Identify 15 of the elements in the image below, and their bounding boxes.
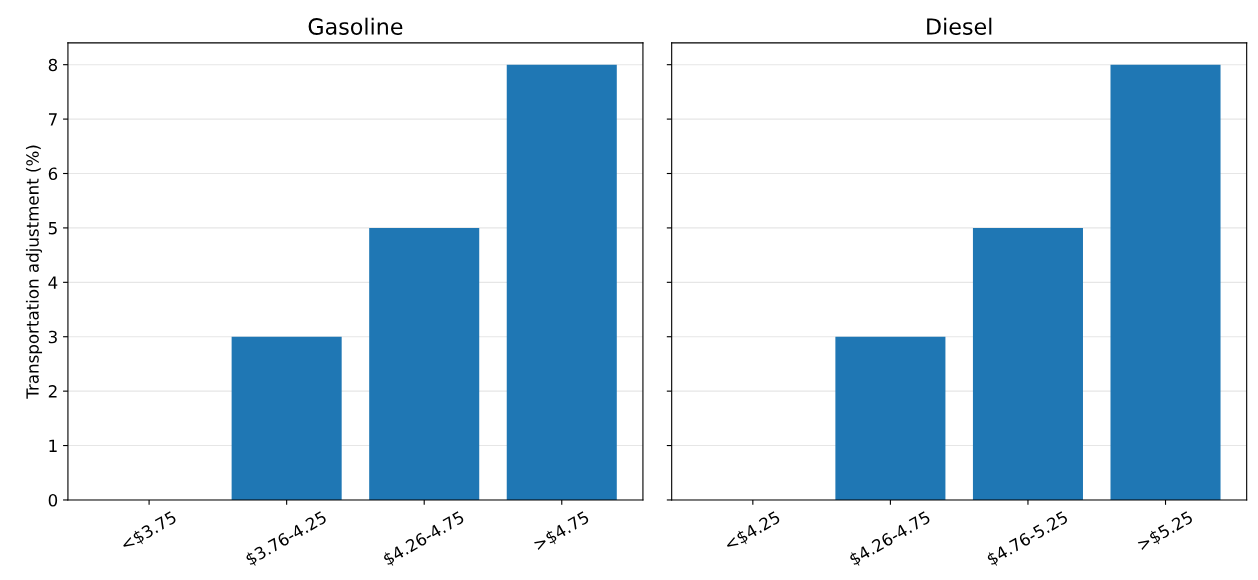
y-tick-label: 5 xyxy=(48,222,57,235)
bar xyxy=(369,227,480,500)
y-tick-label: 6 xyxy=(48,167,58,181)
y-tick-label: 4 xyxy=(48,276,58,289)
chart-title: Diesel xyxy=(927,17,992,35)
y-tick-label: 8 xyxy=(48,58,58,72)
y-tick-label: 1 xyxy=(49,439,57,452)
y-axis-title: Transportation adjustment (%) xyxy=(25,145,43,399)
y-tick-label: 2 xyxy=(48,385,57,398)
y-tick-label: 3 xyxy=(48,330,57,344)
chart-title: Gasoline xyxy=(308,17,403,35)
y-tick-label: 7 xyxy=(48,113,57,126)
y-tick-label: 0 xyxy=(48,493,58,507)
bar xyxy=(506,64,617,500)
bar xyxy=(231,336,342,500)
